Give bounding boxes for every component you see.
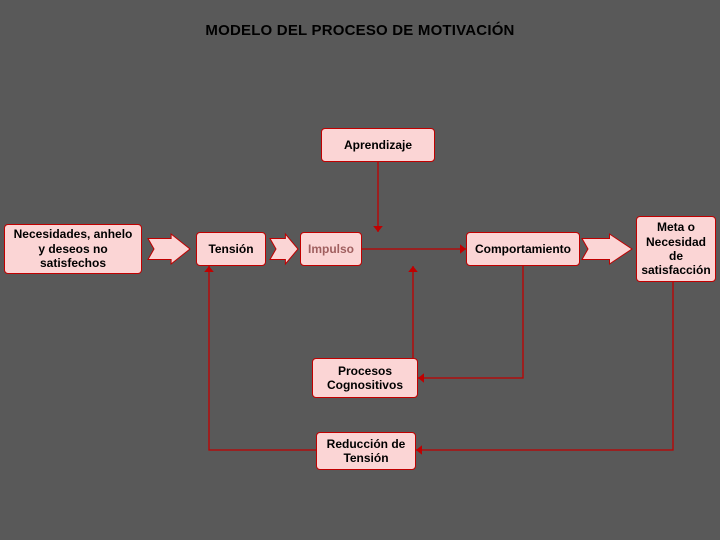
arrow-comportamiento-to-meta xyxy=(582,234,632,264)
arrow-meta-down-to-reduccion xyxy=(416,282,673,450)
node-tension: Tensión xyxy=(196,232,266,266)
arrow-comportamiento-down-to-procesos xyxy=(418,266,523,378)
arrow-tension-to-impulso xyxy=(270,234,298,264)
node-aprendizaje: Aprendizaje xyxy=(321,128,435,162)
node-procesos: Procesos Cognositivos xyxy=(312,358,418,398)
page-title: MODELO DEL PROCESO DE MOTIVACIÓN xyxy=(0,22,720,39)
node-impulso: Impulso xyxy=(300,232,362,266)
node-meta: Meta o Necesidad de satisfacción xyxy=(636,216,716,282)
node-comportamiento: Comportamiento xyxy=(466,232,580,266)
node-necesidades: Necesidades, anhelo y deseos no satisfec… xyxy=(4,224,142,274)
arrow-reduccion-to-tension xyxy=(209,266,316,450)
node-reduccion: Reducción de Tensión xyxy=(316,432,416,470)
arrow-necesidades-to-tension xyxy=(148,234,190,264)
